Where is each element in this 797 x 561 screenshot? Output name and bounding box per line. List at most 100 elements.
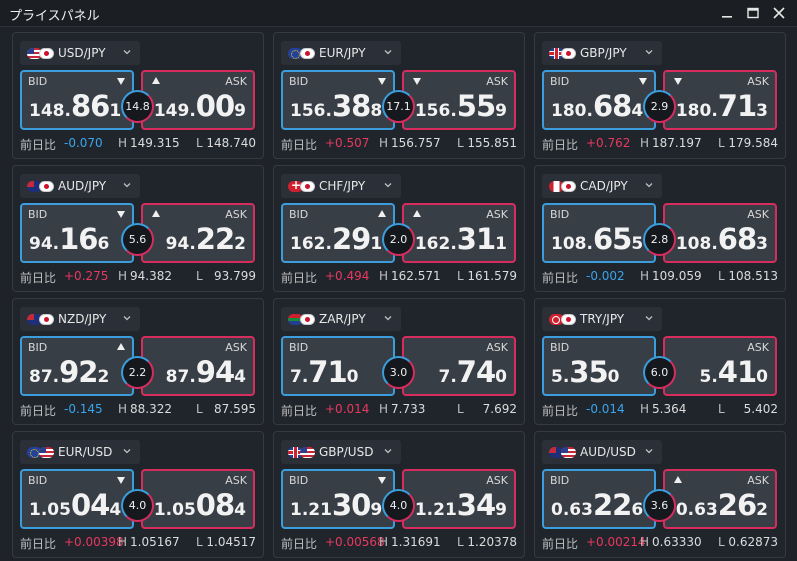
bid-price-pips: 38: [331, 89, 371, 123]
currency-pair-dropdown[interactable]: EUR/USD: [20, 440, 140, 464]
currency-pair-label: GBP/USD: [319, 445, 374, 459]
currency-pair-label: AUD/USD: [580, 445, 636, 459]
currency-pair-dropdown[interactable]: GBP/USD: [281, 440, 401, 464]
daily-stats: 前日比 -0.070 H 149.315 L 148.740: [20, 136, 256, 152]
currency-pair-dropdown[interactable]: AUD/USD: [542, 440, 662, 464]
bid-button[interactable]: BID 87.922: [20, 336, 134, 396]
bid-button[interactable]: BID 148.861: [20, 70, 134, 130]
price-panel-eur-jpy: EUR/JPY BID 156.388 ASK 156.559 17.1 前日比…: [273, 32, 525, 159]
currency-pair-dropdown[interactable]: AUD/JPY: [20, 174, 140, 198]
low-label: L: [718, 136, 725, 150]
ask-label: ASK: [486, 208, 508, 221]
ask-label: ASK: [225, 75, 247, 88]
currency-pair-dropdown[interactable]: CAD/JPY: [542, 174, 662, 198]
prev-day-change-label: 前日比: [20, 537, 57, 551]
ask-price-pips: 74: [456, 355, 496, 389]
ask-price-lead: 1.05: [153, 500, 196, 520]
high-value: 187.197: [652, 136, 702, 150]
bid-price-pips: 16: [59, 222, 98, 256]
prev-day-change-label: 前日比: [542, 138, 579, 152]
prev-day-change-label: 前日比: [542, 404, 579, 418]
ask-button[interactable]: ASK 156.559: [402, 70, 516, 130]
prev-day-change-value: -0.070: [64, 136, 103, 150]
ask-label: ASK: [486, 341, 508, 354]
bid-button[interactable]: BID 5.350: [542, 336, 656, 396]
ask-price-pips: 08: [195, 488, 235, 522]
bid-button[interactable]: BID 180.684: [542, 70, 656, 130]
spread-badge: 4.0: [121, 489, 154, 522]
base-flag-icon: [549, 47, 564, 59]
low-label: L: [457, 136, 464, 150]
bid-price-fraction: 5: [631, 234, 644, 254]
currency-pair-dropdown[interactable]: GBP/JPY: [542, 41, 662, 65]
low-value: 179.584: [728, 136, 778, 150]
high-value: 1.05167: [130, 535, 180, 549]
daily-stats: 前日比 +0.00214 H 0.63330 L 0.62873: [542, 535, 778, 551]
ask-price-lead: 1.21: [414, 500, 457, 520]
daily-stats: 前日比 +0.014 H 7.733 L 7.692: [281, 402, 517, 418]
bid-label: BID: [289, 474, 309, 487]
chevron-down-icon: [123, 316, 131, 321]
high-value: 156.757: [391, 136, 441, 150]
ask-price-pips: 26: [717, 488, 757, 522]
ask-button[interactable]: ASK 5.410: [663, 336, 777, 396]
base-flag-icon: [288, 180, 303, 192]
bid-label: BID: [28, 474, 48, 487]
quote-flag-icon: [561, 446, 576, 458]
ask-button[interactable]: ASK 162.311: [402, 203, 516, 263]
bid-price-lead: 94.: [29, 234, 60, 254]
ask-price-lead: 94.: [165, 234, 196, 254]
ask-tick-up-icon: [152, 77, 160, 84]
currency-pair-dropdown[interactable]: USD/JPY: [20, 41, 140, 65]
bid-price: 7.710: [290, 355, 359, 389]
bid-button[interactable]: BID 94.166: [20, 203, 134, 263]
minimize-button[interactable]: [715, 3, 739, 23]
quote-flag-icon: [300, 313, 315, 325]
currency-pair-dropdown[interactable]: NZD/JPY: [20, 307, 140, 331]
chevron-down-icon: [645, 316, 653, 321]
ask-button[interactable]: ASK 87.944: [141, 336, 255, 396]
bid-label: BID: [550, 208, 570, 221]
ask-button[interactable]: ASK 108.683: [663, 203, 777, 263]
currency-pair-dropdown[interactable]: EUR/JPY: [281, 41, 401, 65]
daily-stats: 前日比 -0.002 H 109.059 L 108.513: [542, 269, 778, 285]
ask-button[interactable]: ASK 94.222: [141, 203, 255, 263]
bid-button[interactable]: BID 156.388: [281, 70, 395, 130]
maximize-button[interactable]: [741, 3, 765, 23]
bid-button[interactable]: BID 108.655: [542, 203, 656, 263]
bid-price-pips: 30: [331, 488, 371, 522]
bid-button[interactable]: BID 0.63226: [542, 469, 656, 529]
bid-button[interactable]: BID 1.21309: [281, 469, 395, 529]
bid-price-lead: 87.: [29, 367, 60, 387]
ask-button[interactable]: ASK 1.21349: [402, 469, 516, 529]
ask-button[interactable]: ASK 0.63262: [663, 469, 777, 529]
price-panel-gbp-jpy: GBP/JPY BID 180.684 ASK 180.713 2.9 前日比 …: [534, 32, 786, 159]
low-label: L: [457, 402, 464, 416]
bid-price-fraction: 1: [109, 101, 122, 121]
quote-flag-icon: [300, 446, 315, 458]
bid-button[interactable]: BID 1.05044: [20, 469, 134, 529]
currency-pair-dropdown[interactable]: ZAR/JPY: [281, 307, 401, 331]
bid-button[interactable]: BID 162.291: [281, 203, 395, 263]
currency-flags: [288, 446, 315, 458]
bid-price: 94.166: [29, 222, 109, 256]
ask-button[interactable]: ASK 1.05084: [141, 469, 255, 529]
bid-tick-down-icon: [378, 78, 386, 85]
high-value: 0.63330: [652, 535, 702, 549]
prev-day-change-value: -0.014: [586, 402, 625, 416]
ask-price-lead: 149.: [153, 101, 196, 121]
bid-price-pips: 68: [592, 89, 632, 123]
bid-price: 180.684: [551, 89, 643, 123]
close-button[interactable]: [767, 3, 791, 23]
high-label: H: [379, 269, 389, 283]
ask-button[interactable]: ASK 149.009: [141, 70, 255, 130]
bid-button[interactable]: BID 7.710: [281, 336, 395, 396]
currency-pair-dropdown[interactable]: CHF/JPY: [281, 174, 401, 198]
currency-pair-label: GBP/JPY: [580, 46, 627, 60]
ask-button[interactable]: ASK 7.740: [402, 336, 516, 396]
chevron-down-icon: [123, 183, 131, 188]
currency-pair-dropdown[interactable]: TRY/JPY: [542, 307, 662, 331]
currency-pair-label: ZAR/JPY: [319, 312, 366, 326]
chevron-down-icon: [384, 449, 392, 454]
ask-button[interactable]: ASK 180.713: [663, 70, 777, 130]
